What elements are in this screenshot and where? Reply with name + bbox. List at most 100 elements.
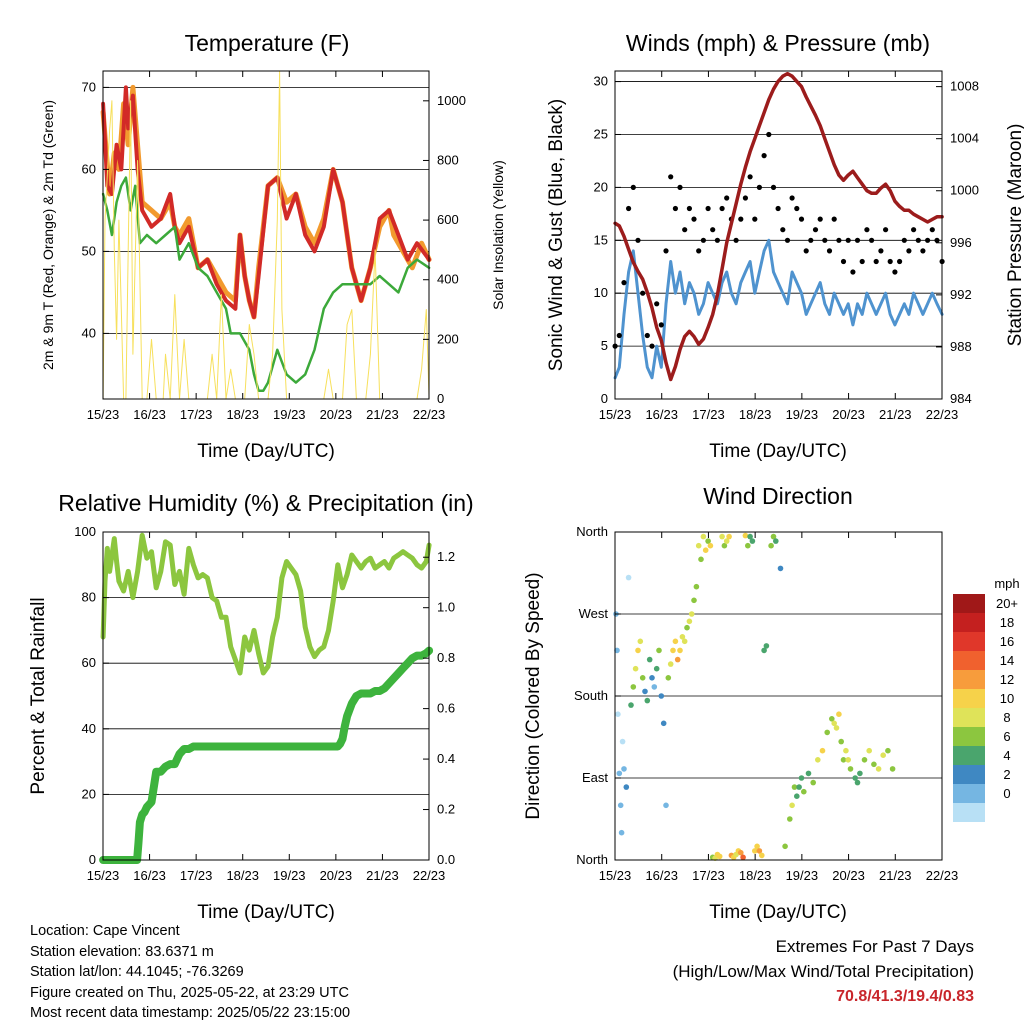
direction-point — [688, 611, 695, 617]
temperature-ylabel: 2m & 9m T (Red, Orange) & 2m Td (Green) — [40, 100, 56, 370]
gust-point — [836, 237, 842, 243]
direction-point — [646, 656, 653, 663]
colorbar-cell — [953, 651, 985, 670]
humidity-xlabel: Time (Day/UTC) — [197, 902, 335, 923]
colorbar-label: 8 — [1003, 710, 1010, 725]
direction-point — [707, 542, 714, 549]
extremes-values: 70.8/41.3/19.4/0.83 — [836, 988, 974, 1005]
direction-point — [745, 542, 751, 549]
y-tick-label: 80 — [82, 590, 96, 605]
x-tick-label: 20/23 — [832, 868, 865, 883]
gust-point — [621, 280, 627, 286]
direction-point — [796, 784, 802, 790]
direction-point — [656, 647, 662, 654]
gust-point — [616, 332, 622, 339]
direction-point — [691, 597, 697, 604]
y-tick-label: 20 — [82, 786, 96, 801]
winds-series — [612, 71, 945, 382]
gust-point — [649, 343, 655, 349]
direction-point — [836, 711, 842, 717]
y-tick-label: 60 — [82, 161, 96, 176]
series-line-0 — [613, 238, 944, 380]
y-tick-label: 70 — [82, 79, 96, 94]
x-tick-label: 17/23 — [692, 407, 725, 422]
direction-point — [663, 802, 669, 809]
winds-ylabel: Sonic Wind & Gust (Blue, Black) — [546, 99, 567, 371]
y2-tick-label: 800 — [437, 152, 459, 167]
station-info: Location: Cape Vincent Station elevation… — [30, 921, 350, 1024]
direction-point — [723, 538, 730, 544]
x-tick-label: 22/23 — [926, 868, 959, 883]
y2-tick-label: 200 — [437, 331, 459, 346]
y-tick-label: 30 — [594, 74, 608, 89]
direction-point — [829, 716, 835, 722]
gust-point — [696, 248, 702, 254]
colorbar-cell — [953, 613, 985, 632]
gust-point — [658, 322, 664, 328]
series-line-0 — [100, 532, 432, 676]
gust-point — [738, 216, 744, 222]
y-tick-label: 40 — [82, 721, 96, 736]
temperature-series — [100, 70, 432, 400]
x-tick-label: 20/23 — [320, 407, 353, 422]
direction-point — [787, 816, 793, 822]
direction-point — [857, 770, 863, 777]
gust-point — [817, 216, 823, 222]
humidity-ticks: 0 20 40 60 80 100 0.0 0.2 0.4 0.6 0.8 1.0 1.2 15/23 16… — [74, 524, 455, 883]
gust-point — [812, 227, 819, 233]
direction-point — [759, 852, 765, 859]
direction-point — [754, 843, 760, 850]
direction-point — [672, 638, 679, 645]
gust-point — [906, 248, 912, 254]
gust-point — [784, 237, 791, 243]
elevation-text: Station elevation: 83.6371 m — [30, 943, 214, 960]
direction-point — [649, 675, 655, 681]
wind-direction-xlabel: Time (Day/UTC) — [709, 902, 847, 923]
colorbar-label: 14 — [1000, 653, 1014, 668]
humidity-series — [99, 532, 434, 864]
direction-point — [740, 854, 746, 861]
wind-direction-ylabel: Direction (Colored By Speed) — [523, 572, 544, 819]
direction-point — [670, 647, 676, 654]
gust-point — [756, 184, 763, 190]
x-tick-label: 18/23 — [226, 868, 259, 883]
direction-point — [761, 647, 767, 654]
gust-point — [897, 258, 903, 265]
direction-point — [618, 829, 625, 836]
gust-point — [789, 195, 795, 201]
colorbar-cell — [953, 746, 985, 765]
y-tick-label: 5 — [601, 338, 608, 353]
gust-point — [934, 237, 940, 243]
gust-point — [770, 184, 777, 190]
direction-point — [819, 747, 826, 754]
direction-point — [794, 793, 800, 799]
colorbar-label: 16 — [1000, 634, 1014, 649]
speed-colorbar: 20+ 18 16 14 12 10 8 6 4 2 0 — [953, 594, 1018, 822]
gust-point — [864, 227, 870, 233]
x-tick-label: 18/23 — [739, 407, 772, 422]
gust-point — [719, 205, 725, 212]
colorbar-label: 12 — [1000, 672, 1014, 687]
gust-point — [845, 237, 851, 243]
wind-direction-points — [613, 532, 896, 861]
x-tick-label: 21/23 — [879, 407, 912, 422]
direction-point — [705, 538, 711, 544]
temperature-xlabel: Time (Day/UTC) — [197, 441, 335, 462]
humidity-gridlines — [103, 531, 429, 861]
direction-point — [660, 720, 667, 727]
gust-point — [794, 205, 800, 212]
y-tick-label: 40 — [82, 325, 96, 340]
x-tick-label: 18/23 — [226, 407, 259, 422]
gust-point — [775, 205, 781, 212]
direction-point — [749, 538, 756, 544]
solar-ylabel: Solar Insolation (Yellow) — [490, 160, 506, 310]
y2-tick-label: 1000 — [950, 183, 979, 198]
y2-tick-label: 400 — [437, 272, 459, 287]
direction-point — [679, 634, 686, 640]
gust-point — [630, 184, 636, 190]
pressure-ylabel: Station Pressure (Maroon) — [1005, 124, 1024, 347]
y2-tick-label: 1008 — [950, 79, 979, 94]
y-tick-label: 25 — [594, 126, 608, 141]
y2-tick-label: 996 — [950, 235, 972, 250]
gust-point — [700, 237, 707, 243]
